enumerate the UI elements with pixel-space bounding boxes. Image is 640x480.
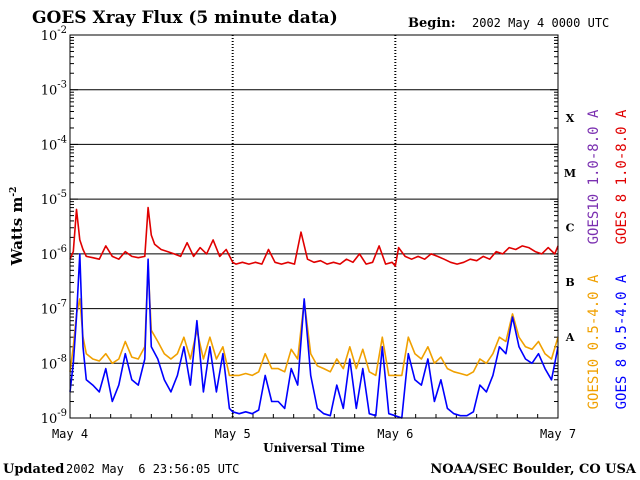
y-tick-exponent: -4 xyxy=(57,134,67,145)
updated-value: 2002 May 6 23:56:05 UTC xyxy=(66,462,239,476)
chart-title: GOES Xray Flux (5 minute data) xyxy=(32,8,338,28)
y-tick-base: 10 xyxy=(41,412,58,427)
x-tick-labels: May 4 May 5 May 6 May 7 xyxy=(52,427,576,441)
y-tick-base: 10 xyxy=(41,29,58,44)
flare-class-m: M xyxy=(564,167,576,180)
legend-entry-1: GOES 8 1.0-8.0 A xyxy=(614,109,630,244)
y-tick-exponent: -9 xyxy=(57,408,67,419)
flare-class-x: X xyxy=(566,112,575,125)
y-tick-label-5: 10-7 xyxy=(41,299,67,318)
y-tick-label-7: 10-9 xyxy=(41,408,67,427)
x-tick-label-3: May 7 xyxy=(540,427,576,441)
y-tick-exponent: -5 xyxy=(57,189,67,200)
x-axis-label: Universal Time xyxy=(263,441,365,455)
y-tick-base: 10 xyxy=(41,303,58,318)
series-layer xyxy=(69,206,559,419)
y-tick-base: 10 xyxy=(41,84,58,99)
updated-label: Updated xyxy=(3,462,64,477)
y-tick-label-4: 10-6 xyxy=(41,244,67,263)
y-tick-base: 10 xyxy=(41,357,58,372)
begin-value: 2002 May 4 0000 UTC xyxy=(472,16,609,30)
credit-text: NOAA/SEC Boulder, CO USA xyxy=(430,462,637,477)
flare-class-labels: X M C B A xyxy=(564,112,576,344)
flare-class-c: C xyxy=(566,222,575,235)
begin-label: Begin: xyxy=(408,16,456,31)
y-tick-label-1: 10-3 xyxy=(41,80,67,99)
x-tick-label-1: May 5 xyxy=(215,427,251,441)
legend-long-channel: GOES10 1.0-8.0 A GOES 8 1.0-8.0 A xyxy=(586,109,630,244)
y-tick-label-2: 10-4 xyxy=(41,134,67,153)
y-tick-labels: 10-210-310-410-510-610-710-810-9 xyxy=(41,25,67,427)
series-line-2 xyxy=(69,253,559,419)
y-tick-exponent: -3 xyxy=(57,80,67,91)
flare-class-a: A xyxy=(565,331,575,344)
series-line-1 xyxy=(69,265,559,377)
legend-short-channel: GOES10 0.5-4.0 A GOES 8 0.5-4.0 A xyxy=(586,274,630,409)
flare-class-b: B xyxy=(565,276,574,289)
y-axis-label: Watts m-2 xyxy=(8,187,26,267)
legend-entry-0: GOES10 1.0-8.0 A xyxy=(586,109,602,244)
y-tick-exponent: -8 xyxy=(57,353,67,364)
x-tick-label-0: May 4 xyxy=(52,427,88,441)
y-tick-exponent: -2 xyxy=(57,25,67,36)
y-tick-base: 10 xyxy=(41,138,58,153)
y-axis-label-main: Watts m xyxy=(8,197,26,267)
y-tick-exponent: -6 xyxy=(57,244,67,255)
y-tick-base: 10 xyxy=(41,193,58,208)
y-tick-exponent: -7 xyxy=(57,299,67,310)
legend-entry-0: GOES10 0.5-4.0 A xyxy=(586,274,602,409)
y-tick-label-6: 10-8 xyxy=(41,353,67,372)
series-line-0 xyxy=(69,206,559,267)
y-tick-base: 10 xyxy=(41,248,58,263)
y-tick-label-3: 10-5 xyxy=(41,189,67,208)
y-axis-label-exp: -2 xyxy=(9,187,19,197)
y-tick-label-0: 10-2 xyxy=(41,25,67,44)
x-tick-label-2: May 6 xyxy=(377,427,413,441)
legend-entry-1: GOES 8 0.5-4.0 A xyxy=(614,274,630,409)
plot-frame xyxy=(69,34,559,419)
